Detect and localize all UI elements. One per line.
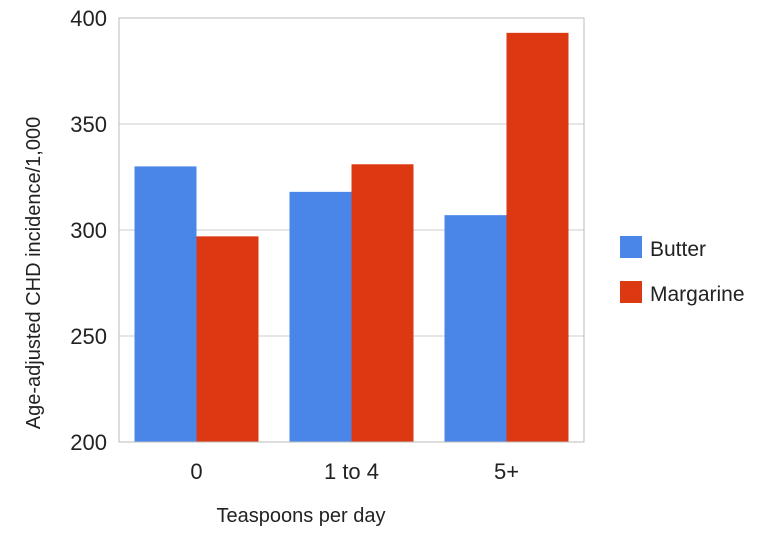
x-tick-label: 0 — [190, 459, 202, 484]
legend-swatch-butter — [620, 236, 642, 258]
bar-butter-0 — [134, 166, 197, 442]
bar-butter-1 — [289, 191, 352, 442]
bars — [134, 32, 569, 443]
legend-label-butter: Butter — [650, 238, 706, 261]
bar-margarine-2 — [506, 32, 569, 443]
x-tick-labels: 0 1 to 4 5+ — [190, 459, 519, 484]
bar-margarine-1 — [351, 164, 414, 442]
y-tick-label: 200 — [70, 430, 107, 455]
x-tick-label: 1 to 4 — [324, 459, 379, 484]
bar-butter-2 — [444, 215, 507, 442]
y-tick-label: 250 — [70, 324, 107, 349]
y-tick-label: 350 — [70, 112, 107, 137]
plot-border — [118, 17, 585, 443]
y-tick-label: 300 — [70, 218, 107, 243]
legend: Butter Margarine — [620, 236, 745, 306]
bar-margarine-0 — [196, 236, 259, 442]
x-tick-label: 5+ — [494, 459, 519, 484]
y-axis-title: Age-adjusted CHD incidence/1,000 — [23, 117, 45, 429]
x-axis-title: Teaspoons per day — [216, 505, 385, 527]
y-tick-labels: 200 250 300 350 400 — [70, 6, 107, 455]
legend-label-margarine: Margarine — [650, 283, 745, 306]
y-tick-label: 400 — [70, 6, 107, 31]
legend-swatch-margarine — [620, 281, 642, 303]
